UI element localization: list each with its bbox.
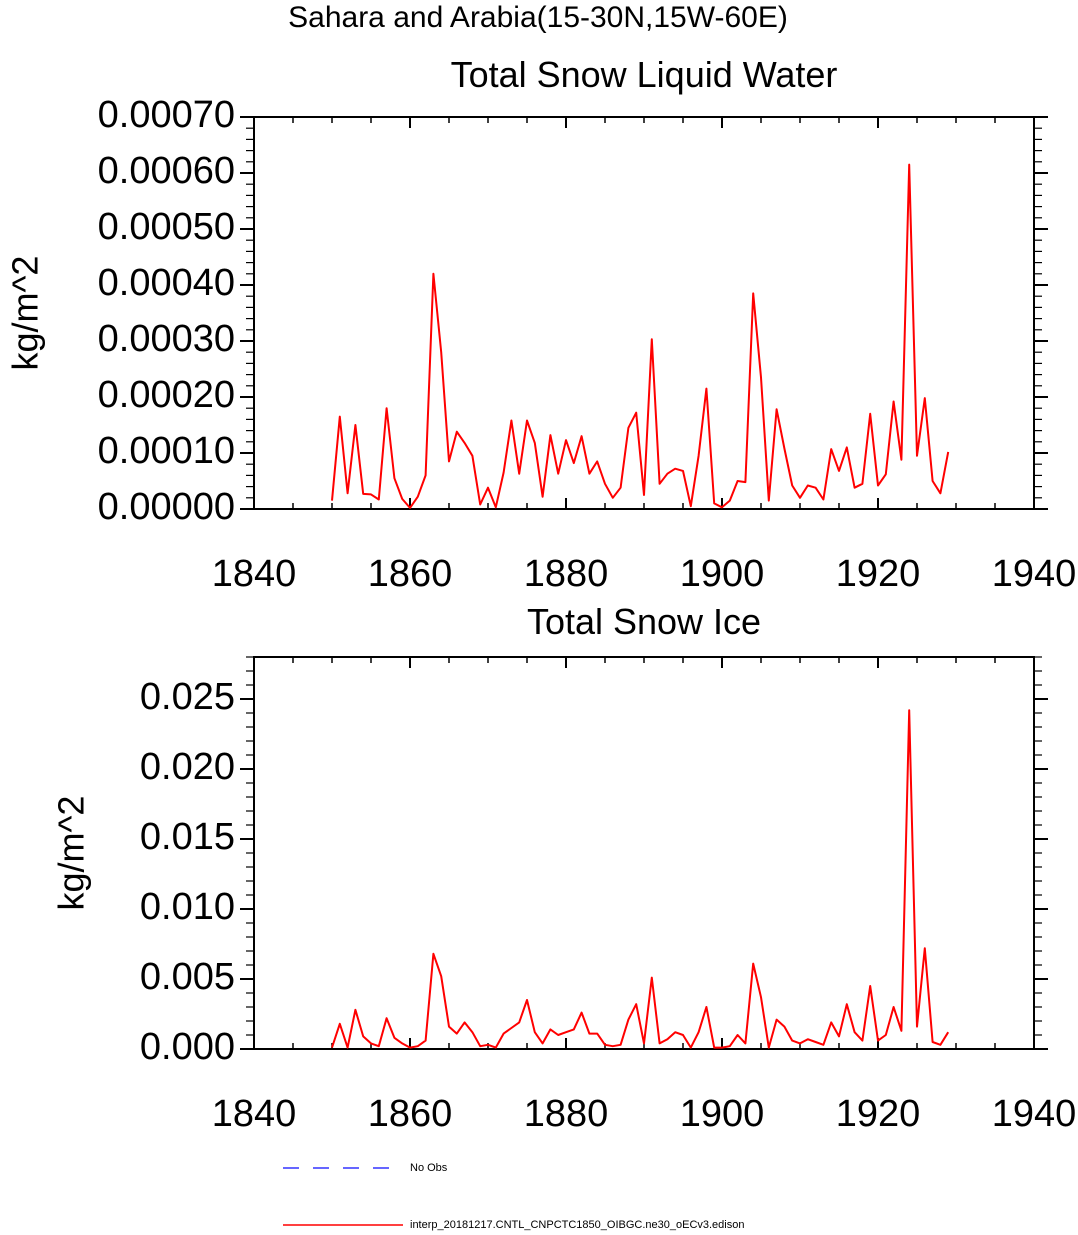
legend-label-model: interp_20181217.CNTL_CNPCTC1850_OIBGC.ne… <box>410 1219 744 1231</box>
chart-0-xtick-label: 1900 <box>680 553 765 595</box>
chart-0-series-line-0 <box>331 163 950 509</box>
chart-0-ytick-label: 0.00030 <box>98 318 235 360</box>
chart-0-xtick-label: 1940 <box>992 553 1077 595</box>
chart-0-ytick-label: 0.00000 <box>98 486 235 528</box>
chart-1-xtick-label: 1860 <box>368 1093 453 1135</box>
chart-0-ytick-label: 0.00050 <box>98 206 235 248</box>
chart-1-series-line-0 <box>331 709 950 1049</box>
legend-label-no-obs: No Obs <box>410 1162 448 1174</box>
chart-0-xtick-label: 1880 <box>524 553 609 595</box>
chart-0-ytick-label: 0.00040 <box>98 262 235 304</box>
chart-1-ytick-label: 0.020 <box>140 746 235 788</box>
panel-snow-ice: Total Snow Ice kg/m^2 1840 1860 1880 1900 1920… <box>51 601 1077 1135</box>
chart-1-xtick-label: 1940 <box>992 1093 1077 1135</box>
legend: No Obs interp_20181217.CNTL_CNPCTC1850_O… <box>283 1162 744 1231</box>
chart-1-ytick-label: 0.025 <box>140 676 235 718</box>
chart-1-xtick-label: 1880 <box>524 1093 609 1135</box>
figure-title: Sahara and Arabia(15-30N,15W-60E) <box>288 1 788 34</box>
chart-1-ytick-label: 0.000 <box>140 1026 235 1068</box>
panel-snow-liquid-water: Total Snow Liquid Water kg/m^2 1840 1860 188… <box>5 54 1077 595</box>
chart-0-xtick-label: 1840 <box>212 553 297 595</box>
chart-0-ylabel: kg/m^2 <box>5 256 46 371</box>
chart-1-ytick-label: 0.010 <box>140 886 235 928</box>
chart-1-xtick-label: 1840 <box>212 1093 297 1135</box>
chart-0-xtick-label: 1860 <box>368 553 453 595</box>
chart-1-ytick-label: 0.005 <box>140 956 235 998</box>
chart-0-xtick-label: 1920 <box>836 553 921 595</box>
chart-1-xtick-label: 1920 <box>836 1093 921 1135</box>
chart-0-ytick-label: 0.00060 <box>98 150 235 192</box>
chart-0-title: Total Snow Liquid Water <box>451 54 838 95</box>
chart-0-ytick-label: 0.00020 <box>98 374 235 416</box>
chart-0-ytick-label: 0.00010 <box>98 430 235 472</box>
chart-1-ytick-label: 0.015 <box>140 816 235 858</box>
chart-1-ylabel: kg/m^2 <box>51 796 92 911</box>
chart-1-title: Total Snow Ice <box>527 601 761 642</box>
chart-0-ytick-label: 0.00070 <box>98 94 235 136</box>
chart-1-xtick-label: 1900 <box>680 1093 765 1135</box>
